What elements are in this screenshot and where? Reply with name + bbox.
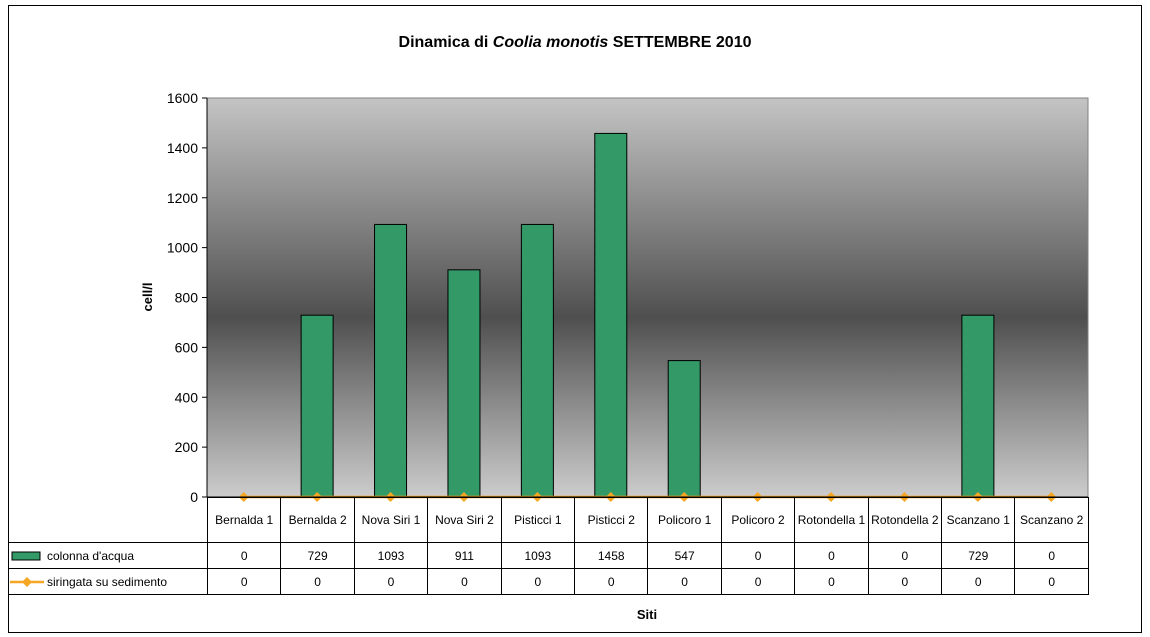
bar [300,314,334,498]
data-table: Bernalda 1 Bernalda 2 Nova Siri 1 Nova Siri… [8,497,1089,595]
table-value: 1093 [500,542,576,569]
x-tick-label: Nova Siri 1 [353,497,429,543]
table-value: 0 [206,568,282,595]
title-part: Dinamica di [399,34,493,51]
bar [447,269,481,498]
table-value: 0 [574,568,649,595]
table-value: 0 [867,542,943,569]
table-value: 0 [280,568,355,595]
legend-entry: siringata su sedimento [8,568,208,595]
table-value: 0 [867,568,943,595]
legend-label: colonna d'acqua [47,548,135,563]
x-tick-label: Rotondella 1 [794,497,869,543]
table-value: 0 [794,568,869,595]
x-tick-label: Pisticci 2 [574,497,649,543]
table-row: Bernalda 1 Bernalda 2 Nova Siri 1 Nova Siri… [9,497,1089,543]
table-value: 1458 [574,542,649,569]
bar [520,223,554,498]
bar [667,360,701,498]
legend-swatch [10,577,44,588]
table-corner [9,498,208,543]
legend-entry: colonna d'acqua [8,542,208,569]
table-value: 0 [647,568,722,595]
bar [961,314,995,498]
table-value: 0 [1014,542,1089,569]
chart-title: Dinamica di Coolia monotis SETTEMBRE 201… [399,34,752,51]
bar [594,132,628,498]
table-value: 0 [1014,568,1089,595]
title-part: Coolia monotis [493,34,609,51]
table-value: 0 [353,568,429,595]
table-value: 1093 [353,542,429,569]
table-row: siringata su sedimento 0 0 0 0 0 0 0 0 0 0 0 0 [8,568,1089,595]
table-value: 0 [500,568,576,595]
x-tick-label: Pisticci 1 [500,497,576,543]
bar [374,223,408,498]
x-tick-label: Nova Siri 2 [427,497,502,543]
title-part: SETTEMBRE 2010 [608,34,751,51]
y-tick-label: 1400 [167,140,198,156]
legend-key [11,551,41,561]
x-axis-label: Siti [637,607,657,622]
table-value: 0 [720,568,796,595]
table-value: 0 [941,568,1016,595]
table-value: 0 [720,542,796,569]
table-value: 911 [427,542,502,569]
y-axis-label: cell/l [140,283,155,312]
x-tick-label: Scanzano 1 [941,497,1016,543]
table-value: 729 [280,542,355,569]
table-value: 729 [941,542,1016,569]
table-value: 547 [647,542,722,569]
x-tick-label: Policoro 2 [720,497,796,543]
y-tick-label: 1000 [167,240,198,256]
table-value: 0 [206,542,282,569]
legend-key [22,577,32,588]
table-value: 0 [794,542,869,569]
y-tick-label: 1600 [167,90,198,106]
table-value: 0 [427,568,502,595]
legend-swatch [11,551,41,561]
y-tick-label: 200 [175,439,199,455]
x-tick-label: Bernalda 1 [206,497,282,543]
x-tick-label: Policoro 1 [647,497,722,543]
y-tick-label: 1200 [167,190,198,206]
y-tick-label: 800 [175,290,199,306]
x-tick-label: Scanzano 2 [1014,497,1089,543]
legend-label: siringata su sedimento [47,574,168,589]
x-tick-label: Bernalda 2 [280,497,355,543]
table-row: colonna d'acqua 0 729 1093 911 1093 1458 547 0 0 0… [8,542,1089,569]
x-tick-label: Rotondella 2 [867,497,943,543]
y-tick-label: 0 [190,489,198,505]
y-tick-label: 400 [175,389,199,405]
plot-area [206,97,1089,498]
y-tick-label: 600 [175,339,199,355]
